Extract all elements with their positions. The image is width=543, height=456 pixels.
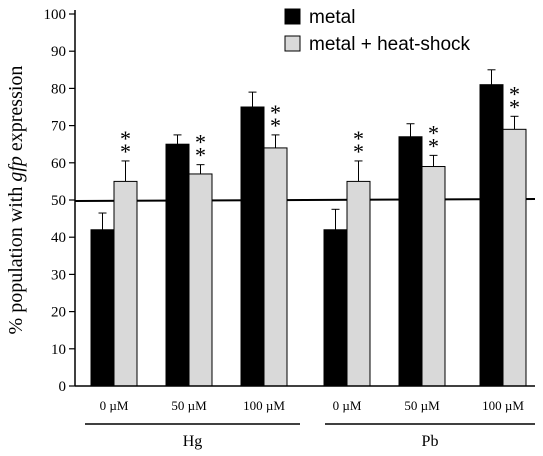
y-axis-label-prefix: % population with <box>5 182 27 335</box>
bar-metal-heat-shock <box>188 173 213 387</box>
bar-metal-heat-shock <box>421 166 446 387</box>
significance-star: * <box>270 100 281 125</box>
y-tick-label: 0 <box>59 379 67 395</box>
y-tick-label: 100 <box>44 7 67 23</box>
x-tick-label: 100 µM <box>482 398 524 413</box>
significance-star: * <box>509 94 520 119</box>
significance-star: * <box>353 139 364 164</box>
y-axis-label: % population with gfp expression <box>5 66 27 335</box>
bar-metal-heat-shock <box>346 180 371 387</box>
svg-text:% population with gfp expressi: % population with gfp expression <box>5 66 27 335</box>
legend-label: metal <box>309 7 355 28</box>
error-bars <box>98 69 519 230</box>
significance-star: * <box>195 130 206 155</box>
y-tick-label: 90 <box>51 44 66 60</box>
bar-metal-heat-shock <box>113 180 138 387</box>
significance-star: * <box>428 120 439 145</box>
legend-label: metal + heat-shock <box>309 34 471 55</box>
y-tick-label: 50 <box>51 193 66 209</box>
group-label: Pb <box>422 433 439 450</box>
bar-metal <box>398 136 423 387</box>
legend: metal metal + heat-shock <box>284 7 471 55</box>
y-tick-label: 40 <box>51 230 66 246</box>
x-axis-category-labels: 0 µM 50 µM 100 µM 0 µM 50 µM 100 µM <box>100 398 525 413</box>
y-axis-ticks: 0 10 20 30 40 50 60 70 80 90 100 <box>44 7 75 395</box>
bars <box>90 84 527 387</box>
y-axis-label-italic: gfp <box>5 156 27 182</box>
bar-metal-heat-shock <box>263 147 288 387</box>
legend-swatch <box>284 35 301 52</box>
x-tick-label: 50 µM <box>171 398 207 413</box>
significance-markers: ** ********** <box>120 81 520 167</box>
bar-metal <box>323 229 348 387</box>
y-tick-label: 20 <box>51 305 66 321</box>
y-tick-label: 30 <box>51 267 66 283</box>
significance-star: * <box>195 143 206 168</box>
significance-star: * <box>120 139 131 164</box>
significance-star: * <box>353 126 364 151</box>
y-tick-label: 70 <box>51 119 66 135</box>
x-tick-label: 0 µM <box>100 398 129 413</box>
significance-star: * <box>270 113 281 138</box>
reference-line <box>74 198 536 202</box>
y-axis-label-suffix: expression <box>5 66 27 157</box>
x-tick-label: 0 µM <box>333 398 362 413</box>
significance-star: * <box>120 126 131 151</box>
x-tick-label: 50 µM <box>404 398 440 413</box>
y-tick-label: 80 <box>51 81 66 97</box>
y-tick-label: 10 <box>51 342 66 358</box>
group-label: Hg <box>183 433 203 450</box>
reference-line-group <box>74 198 536 202</box>
significance-star: * <box>509 81 520 106</box>
bar-metal <box>240 106 265 387</box>
bar-metal <box>479 84 504 387</box>
significance-star: * <box>428 133 439 158</box>
y-tick-label: 60 <box>51 156 66 172</box>
x-axis-group-labels: Hg Pb <box>85 423 535 450</box>
legend-swatch <box>284 8 301 25</box>
bar-metal-heat-shock <box>502 128 527 387</box>
x-tick-label: 100 µM <box>243 398 285 413</box>
bar-metal <box>90 229 115 387</box>
bar-metal <box>165 143 190 387</box>
axes <box>74 10 535 387</box>
